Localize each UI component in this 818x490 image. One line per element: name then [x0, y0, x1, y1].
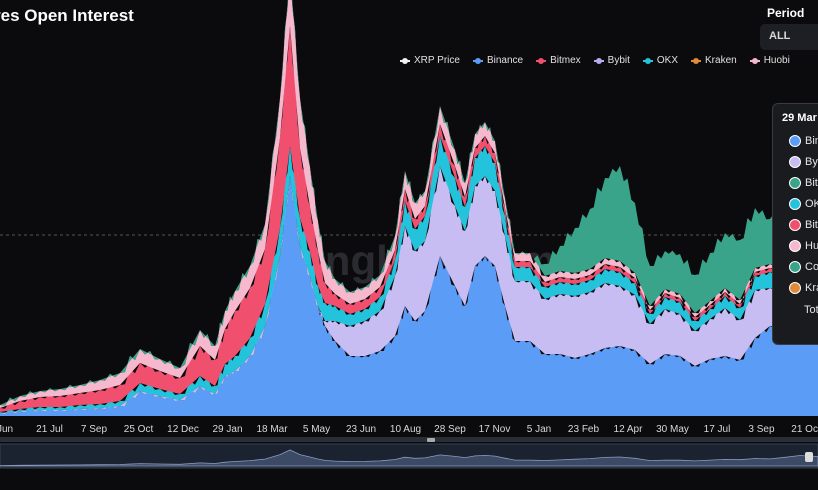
x-tick-label: 5 Jan — [527, 424, 551, 435]
legend-item-bybit[interactable]: Bybit — [593, 55, 630, 66]
series-dot-icon — [789, 198, 801, 210]
chart-tooltip: 29 Mar Bin By Bit OK Bit Hu Co Kra Tot — [772, 103, 818, 345]
series-dot-icon — [789, 156, 801, 168]
tooltip-row: Bit — [789, 219, 818, 231]
tooltip-row: By — [789, 156, 818, 168]
legend-marker-icon — [691, 57, 702, 65]
navigator-handle-icon[interactable] — [427, 438, 435, 442]
legend-label: XRP Price — [414, 55, 460, 66]
chart-title: res Open Interest — [0, 6, 134, 25]
tooltip-row-label: Kra — [805, 282, 818, 294]
x-tick-label: 12 Dec — [167, 424, 199, 435]
chart-legend: XRP Price Binance Bitmex Bybit OKX Kraken Huob… — [400, 55, 790, 66]
series-dot-icon — [789, 219, 801, 231]
tooltip-row: Kra — [789, 282, 818, 294]
legend-label: Binance — [486, 55, 524, 66]
tooltip-row-label: Bin — [805, 135, 818, 147]
legend-marker-icon — [400, 57, 410, 65]
x-tick-label: 3 Sep — [748, 424, 775, 435]
tooltip-row-label: OK — [805, 198, 818, 210]
series-dot-icon — [789, 282, 801, 294]
tooltip-row: Co — [789, 261, 818, 273]
legend-item-bitmex[interactable]: Bitmex — [536, 55, 581, 66]
legend-label: Bitmex — [550, 55, 581, 66]
x-tick-label: 23 Jun — [346, 424, 376, 435]
legend-label: OKX — [656, 55, 679, 66]
x-tick-label: 28 Sep — [434, 424, 466, 435]
x-tick-label: Jun — [0, 424, 13, 435]
legend-marker-icon — [593, 57, 604, 65]
tooltip-total-label: Tot — [804, 304, 818, 316]
tooltip-date: 29 Mar — [782, 112, 817, 124]
tooltip-row-label: Bit — [805, 219, 818, 231]
navigator-scrollbar — [0, 437, 818, 442]
legend-label: Bybit — [607, 55, 630, 66]
tooltip-row: Hu — [789, 240, 818, 252]
tooltip-row-label: Co — [805, 261, 818, 273]
x-tick-label: 17 Nov — [479, 424, 511, 435]
legend-label: Kraken — [705, 55, 737, 66]
x-tick-label: 7 Sep — [81, 424, 108, 435]
period-select[interactable]: ALL — [760, 24, 818, 50]
series-dot-icon — [789, 240, 801, 252]
legend-marker-icon — [642, 57, 653, 65]
tooltip-row-label: Hu — [805, 240, 818, 252]
legend-label: Huobi — [763, 55, 790, 66]
x-tick-label: 10 Aug — [390, 424, 421, 435]
area-bybit — [0, 166, 818, 415]
x-tick-label: 25 Oct — [124, 424, 154, 435]
x-tick-label: 30 May — [656, 424, 689, 435]
legend-item-okx[interactable]: OKX — [642, 55, 679, 66]
x-tick-label: 21 Oct — [791, 424, 818, 435]
tooltip-row: Bit — [789, 177, 818, 189]
period-label: Period — [767, 6, 805, 20]
legend-marker-icon — [472, 57, 483, 65]
tooltip-row: OK — [789, 198, 818, 210]
tooltip-row-label: By — [805, 156, 818, 168]
legend-item-xrp-price[interactable]: XRP Price — [400, 55, 460, 66]
x-tick-label: 12 Apr — [614, 424, 644, 435]
series-dot-icon — [789, 177, 801, 189]
x-tick-label: 21 Jul — [36, 424, 63, 435]
x-tick-label: 5 May — [303, 424, 330, 435]
legend-item-kraken[interactable]: Kraken — [691, 55, 737, 66]
legend-marker-icon — [749, 57, 760, 65]
navigator-mini-series — [0, 449, 818, 467]
navigator-right-handle-icon[interactable] — [805, 452, 813, 462]
legend-item-huobi[interactable]: Huobi — [749, 55, 790, 66]
legend-item-binance[interactable]: Binance — [472, 55, 524, 66]
series-dot-icon — [789, 261, 801, 273]
series-dot-icon — [789, 135, 801, 147]
legend-marker-icon — [536, 57, 547, 65]
x-tick-label: 17 Jul — [704, 424, 731, 435]
tooltip-row: Bin — [789, 135, 818, 147]
x-tick-label: 23 Feb — [568, 424, 600, 435]
tooltip-row-label: Bit — [805, 177, 818, 189]
x-tick-label: 29 Jan — [212, 424, 242, 435]
x-tick-label: 18 Mar — [256, 424, 288, 435]
period-selected-value: ALL — [769, 30, 791, 42]
area-binance — [0, 176, 818, 416]
